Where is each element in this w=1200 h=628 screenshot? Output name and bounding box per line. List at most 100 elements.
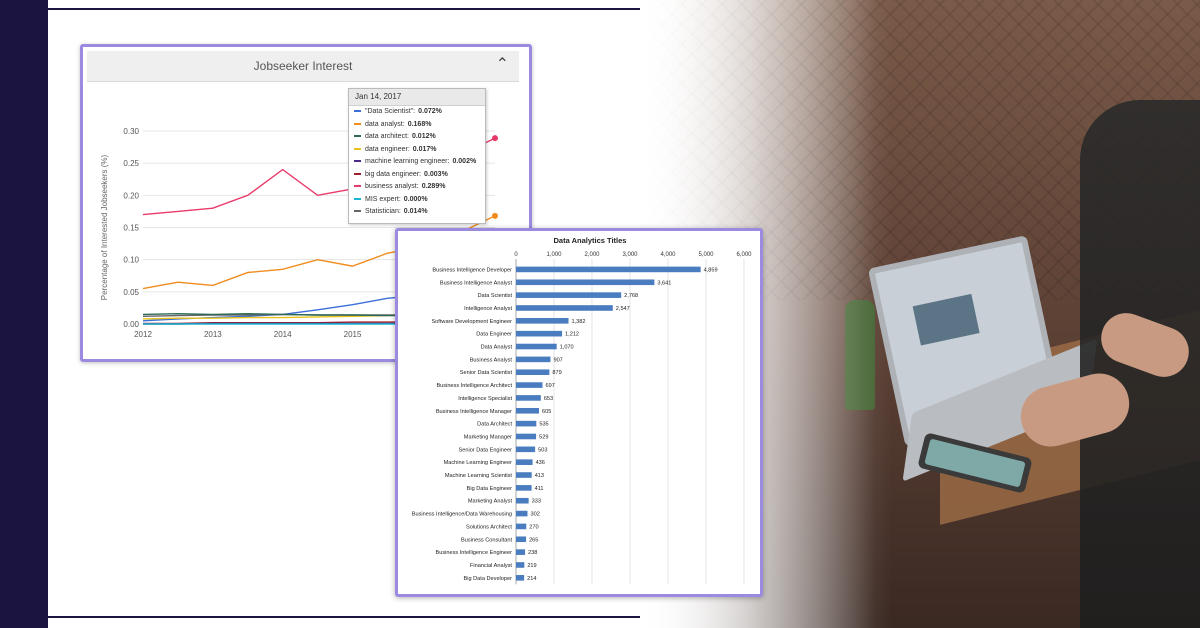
category-label: Business Intelligence Developer: [432, 267, 512, 273]
category-label: Marketing Analyst: [468, 499, 513, 505]
tooltip-label: big data engineer:: [365, 170, 422, 178]
bar: [516, 420, 537, 427]
tooltip-row: big data engineer: 0.003%: [349, 169, 485, 182]
bar: [516, 562, 525, 568]
series-endpoint-marker: [492, 212, 498, 219]
series-swatch: [354, 210, 361, 213]
x-tick-label: 2014: [274, 330, 292, 339]
x-tick-label: 6,000: [736, 252, 752, 258]
x-tick-label: 1,000: [546, 252, 562, 258]
series-swatch: [354, 172, 361, 175]
tooltip-row: data engineer: 0.017%: [349, 144, 485, 157]
category-label: Business Intelligence/Data Warehousing: [412, 512, 512, 518]
x-tick-label: 3,000: [622, 252, 638, 258]
category-label: Business Intelligence Analyst: [440, 280, 513, 286]
tooltip-row: "Data Scientist": 0.072%: [349, 106, 485, 119]
tooltip-value: 0.289%: [421, 183, 446, 190]
tooltip-row: machine learning engineer: 0.002%: [349, 156, 485, 169]
category-label: Intelligence Specialist: [458, 396, 512, 402]
x-tick-label: 4,000: [660, 252, 676, 258]
bar-value-label: 265: [529, 537, 538, 543]
bar: [516, 318, 569, 324]
bar: [516, 369, 550, 376]
tooltip-value: 0.012%: [411, 133, 436, 140]
top-divider: [48, 8, 1200, 10]
tooltip-label: "Data Scientist":: [365, 108, 416, 115]
bar-value-label: 214: [527, 576, 536, 582]
bar: [516, 407, 539, 414]
bar: [516, 510, 528, 517]
category-label: Business Intelligence Architect: [436, 383, 512, 389]
series-swatch: [354, 197, 361, 200]
y-tick-label: 0.00: [123, 320, 139, 329]
y-tick-label: 0.10: [123, 256, 139, 265]
bar: [516, 523, 527, 530]
tooltip-date: Jan 14, 2017: [349, 89, 485, 106]
bar-value-label: 411: [535, 486, 544, 492]
bar: [516, 575, 525, 581]
tooltip-label: machine learning engineer:: [365, 158, 450, 165]
bar-value-label: 219: [527, 563, 536, 569]
x-tick-label: 2,000: [584, 252, 600, 258]
category-label: Business Intelligence Engineer: [436, 550, 513, 556]
category-label: Business Intelligence Manager: [436, 409, 512, 415]
bar-value-label: 503: [538, 447, 547, 453]
bar-value-label: 436: [536, 460, 545, 466]
x-tick-label: 5,000: [698, 252, 714, 258]
bar-value-label: 535: [539, 422, 548, 428]
chart-tooltip: Jan 14, 2017 "Data Scientist": 0.072% data…: [348, 88, 486, 224]
bar: [516, 266, 701, 273]
bar: [516, 446, 536, 453]
category-label: Data Scientist: [477, 293, 512, 299]
series-swatch: [354, 147, 361, 150]
category-label: Solutions Architect: [466, 524, 512, 530]
tooltip-label: data engineer:: [365, 145, 410, 153]
panel-header[interactable]: Jobseeker Interest ⌃: [87, 51, 519, 82]
tooltip-row: data architect: 0.012%: [349, 131, 485, 144]
y-tick-label: 0.30: [123, 127, 139, 136]
category-label: Marketing Manager: [464, 434, 512, 440]
y-tick-label: 0.05: [123, 288, 139, 297]
tooltip-label: MIS expert:: [365, 195, 401, 203]
category-label: Machine Learning Scientist: [445, 473, 513, 479]
bar-value-label: 413: [535, 473, 544, 479]
bar: [516, 330, 563, 337]
category-label: Software Development Engineer: [431, 319, 512, 325]
bar: [516, 356, 551, 363]
bar-value-label: 2,547: [616, 306, 630, 312]
bar-value-label: 238: [528, 550, 537, 556]
bar-value-label: 653: [544, 396, 553, 402]
bar-value-label: 333: [532, 499, 541, 505]
tooltip-row: Statistician: 0.014%: [349, 206, 485, 219]
tooltip-value: 0.002%: [452, 158, 477, 165]
y-tick-label: 0.15: [123, 224, 139, 233]
category-label: Senior Data Engineer: [459, 447, 513, 453]
tooltip-value: 0.017%: [412, 145, 437, 153]
bar: [516, 292, 622, 298]
bar: [516, 395, 541, 401]
series-swatch: [354, 185, 361, 188]
category-label: Business Consultant: [461, 537, 512, 543]
bar: [516, 497, 529, 504]
bar-value-label: 879: [552, 370, 561, 376]
series-swatch: [354, 160, 361, 163]
category-label: Business Analyst: [470, 357, 513, 363]
bar: [516, 485, 532, 491]
bar-value-label: 4,859: [704, 267, 718, 273]
category-label: Data Analyst: [481, 345, 513, 351]
category-label: Data Engineer: [476, 332, 512, 338]
tooltip-label: Statistician:: [365, 208, 401, 215]
bar-value-label: 1,212: [565, 332, 579, 338]
series-swatch: [354, 135, 361, 138]
bar: [516, 279, 655, 286]
data-analytics-titles-panel: Data Analytics Titles 0 1,000 2,000 3,000 4,0…: [395, 228, 763, 597]
x-tick-label: 2012: [134, 330, 152, 339]
collapse-chevron-icon[interactable]: ⌃: [495, 56, 509, 73]
category-label: Data Architect: [477, 422, 512, 428]
bar-value-label: 270: [529, 524, 538, 530]
bar: [516, 536, 527, 543]
tooltip-value: 0.168%: [407, 120, 432, 128]
bar-value-label: 1,070: [560, 345, 574, 351]
tooltip-value: 0.014%: [403, 208, 428, 215]
bar: [516, 382, 543, 388]
